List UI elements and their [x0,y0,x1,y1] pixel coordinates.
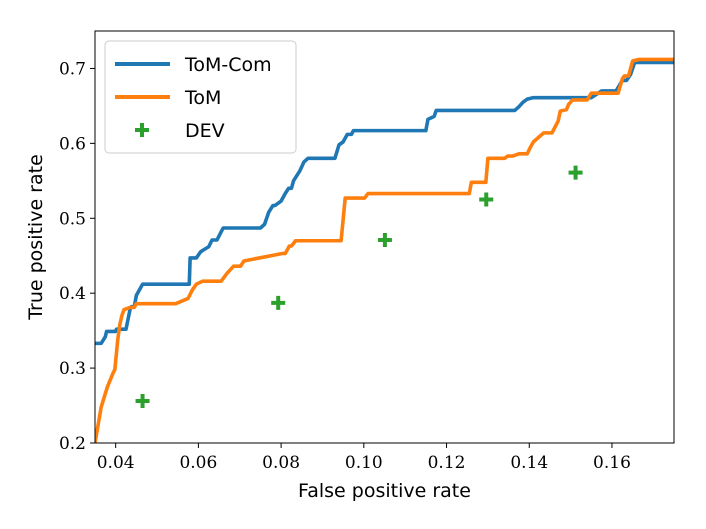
x-tick-label: 0.06 [179,453,217,473]
plot-frame [94,30,675,444]
series-layer [95,57,674,443]
dev-point [377,232,392,247]
y-tick-label: 0.2 [59,434,86,454]
y-tick-label: 0.7 [59,59,86,79]
y-axis-title: True positive rate [25,154,47,321]
dev-point [479,192,494,207]
y-tick-label: 0.4 [59,284,86,304]
y-tick-label: 0.3 [59,359,86,379]
legend-label-dev: DEV [185,120,225,142]
x-axis-title: False positive rate [298,480,471,502]
legend-label-tom: ToM [184,87,221,109]
legend-swatch-dev [135,123,149,137]
legend: ToM-Com ToM DEV [104,40,297,154]
x-tick-label: 0.12 [428,453,466,473]
x-tick-label: 0.14 [510,453,548,473]
y-tick-label: 0.6 [59,134,86,154]
y-axis-ticks: 0.2 0.3 0.4 0.5 0.6 0.7 [59,59,95,454]
x-axis-ticks: 0.04 0.06 0.08 0.10 0.12 0.14 0.16 [97,443,631,473]
series-line-tom-com [95,60,674,346]
legend-label-tom-com: ToM-Com [184,54,272,76]
dev-point [271,295,286,310]
x-tick-label: 0.10 [345,453,383,473]
legend-box [104,40,297,154]
dev-point [568,165,583,180]
series-line-tom [95,57,674,443]
y-tick-label: 0.5 [59,209,86,229]
x-tick-label: 0.04 [97,453,135,473]
dev-point [135,394,150,409]
x-tick-label: 0.08 [262,453,300,473]
x-tick-label: 0.16 [593,453,631,473]
